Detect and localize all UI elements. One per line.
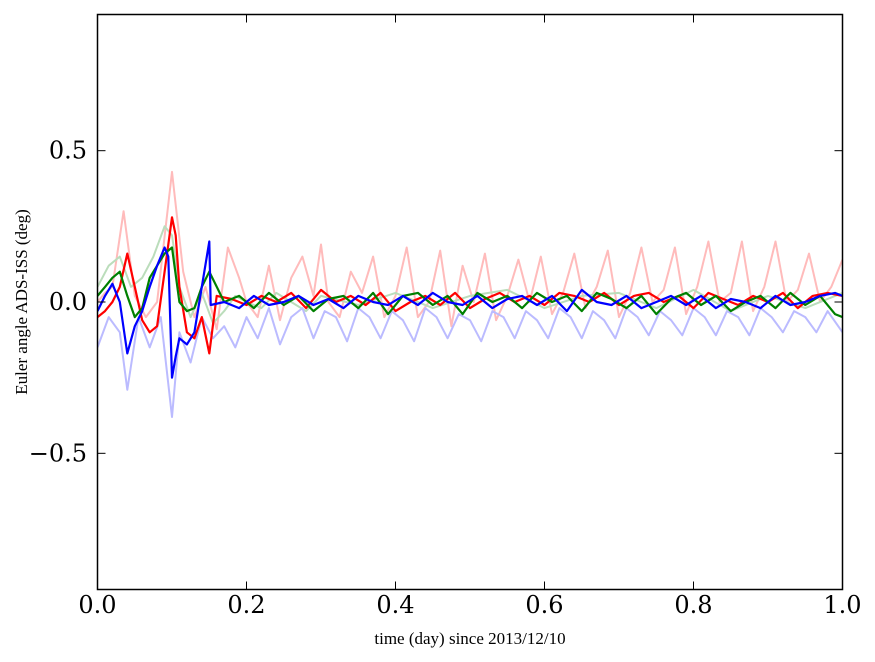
x-tick-label: 1.0 [823, 591, 861, 619]
series-line-4 [97, 216, 843, 355]
series-line-3 [97, 307, 843, 418]
x-tick-label: 0.6 [525, 591, 563, 619]
y-axis-label: Euler angle ADS-ISS (deg) [12, 209, 31, 395]
y-tick-label: 0.0 [49, 288, 87, 316]
tick-layer: 0.0 0.2 0.4 0.6 0.8 1.0 0.5 0.0 −0.5 [29, 14, 862, 619]
series-line-6 [97, 240, 843, 379]
x-axis-label: time (day) since 2013/12/10 [374, 629, 565, 648]
x-tick-label: 0.0 [78, 591, 116, 619]
series-layer [97, 170, 843, 418]
series-line-5 [97, 246, 843, 319]
y-tick-label: −0.5 [29, 439, 87, 467]
x-tick-label: 0.8 [674, 591, 712, 619]
y-tick-label: 0.5 [49, 137, 87, 165]
x-tick-label: 0.2 [227, 591, 265, 619]
x-tick-label: 0.4 [376, 591, 414, 619]
